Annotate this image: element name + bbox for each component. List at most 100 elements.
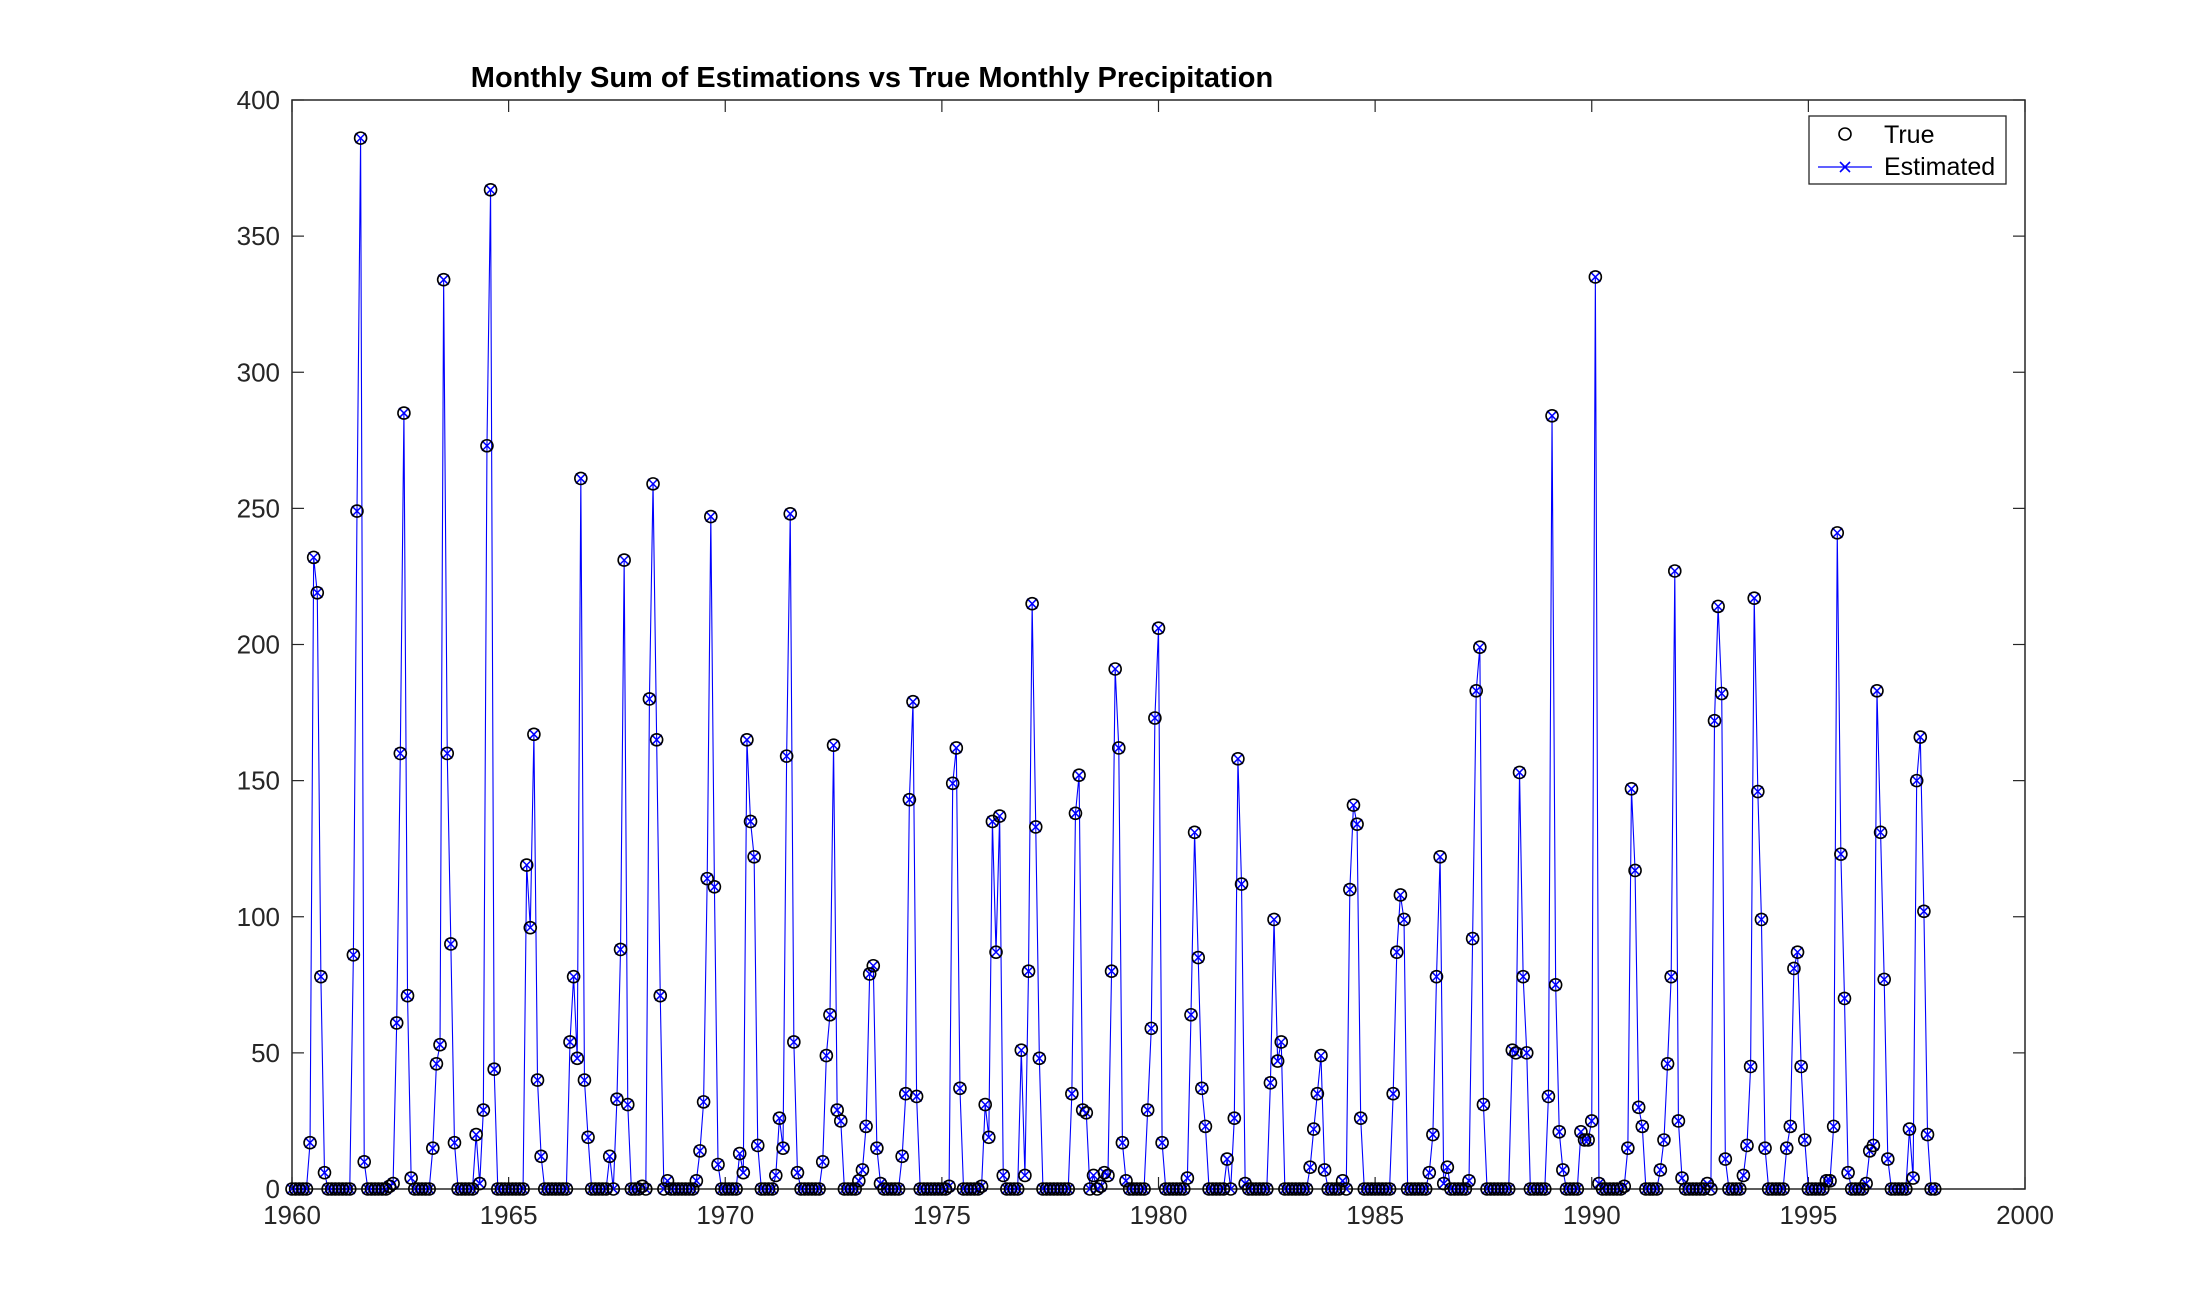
true-point [570, 1051, 585, 1066]
true-point [1559, 1182, 1574, 1196]
estimated-point [615, 943, 627, 955]
true-point [1631, 1100, 1646, 1115]
estimated-point [1625, 783, 1637, 795]
estimated-point [1795, 1060, 1807, 1073]
estimated-point [1196, 1082, 1208, 1094]
true-point [729, 1182, 743, 1196]
true-point [888, 1182, 902, 1196]
estimated-point [1340, 1183, 1352, 1195]
true-point [469, 1127, 483, 1142]
estimated-point [391, 1017, 403, 1029]
estimated-point [1181, 1172, 1193, 1184]
true-point [1025, 596, 1039, 611]
true-point [1584, 1114, 1599, 1128]
estimated-point [1315, 1050, 1327, 1062]
estimated-point [1784, 1120, 1796, 1132]
true-point [1566, 1182, 1581, 1196]
true-point [483, 183, 498, 197]
estimated-point [651, 734, 663, 746]
true-point [415, 1182, 429, 1196]
true-point [447, 1135, 462, 1150]
estimated-point [1022, 965, 1035, 977]
estimated-point [1008, 1183, 1020, 1195]
true-point [1043, 1182, 1057, 1196]
true-point [1805, 1182, 1819, 1196]
true-point [1209, 1182, 1224, 1196]
true-point [1523, 1182, 1538, 1196]
true-point [743, 814, 758, 829]
true-point [1364, 1182, 1379, 1196]
true-point [353, 131, 368, 145]
true-point [444, 937, 458, 951]
true-point [693, 1144, 707, 1158]
estimated-point [726, 1183, 739, 1195]
true-point [1519, 1046, 1534, 1060]
true-point [1021, 964, 1036, 979]
true-point [1653, 1163, 1668, 1177]
estimated-point [1387, 1088, 1399, 1100]
estimated-point [903, 794, 915, 806]
true-point [1628, 863, 1642, 878]
true-point [1819, 1174, 1834, 1188]
true-point [1447, 1182, 1462, 1196]
estimated-point [1521, 1047, 1533, 1059]
true-point [1241, 1182, 1256, 1196]
true-point [1440, 1160, 1455, 1175]
true-point [1310, 1086, 1325, 1101]
true-point [732, 1146, 747, 1161]
true-point [1104, 964, 1119, 979]
estimated-point [358, 1156, 370, 1168]
true-point [324, 1182, 339, 1196]
estimated-point [997, 1169, 1009, 1181]
true-point [1332, 1182, 1346, 1196]
true-point [516, 1182, 530, 1196]
estimated-point [1759, 1142, 1771, 1154]
true-point [1328, 1182, 1343, 1196]
true-point [1465, 931, 1480, 946]
true-point [1801, 1182, 1816, 1196]
estimated-point [434, 1039, 446, 1051]
true-point [1772, 1182, 1787, 1196]
estimated-point [911, 1090, 923, 1102]
estimated-point [1535, 1183, 1547, 1195]
estimated-point [1708, 715, 1721, 727]
estimated-point [1773, 1183, 1786, 1195]
estimated-point [1918, 905, 1930, 917]
estimated-point [1355, 1112, 1367, 1124]
true-point [1621, 1141, 1635, 1155]
true-point [909, 1089, 924, 1104]
true-point [1538, 1182, 1552, 1196]
estimated-point [1557, 1164, 1569, 1176]
true-point [602, 1149, 617, 1164]
estimated-point [297, 1183, 309, 1195]
true-point [649, 732, 664, 747]
true-point [292, 1182, 307, 1196]
true-point [953, 1081, 967, 1096]
true-point [906, 694, 920, 709]
true-point [382, 1179, 397, 1194]
estimated-point [1911, 775, 1923, 787]
estimated-point [351, 505, 363, 517]
true-point [1400, 1182, 1415, 1196]
true-point [1902, 1122, 1917, 1136]
legend-estimated-label: Estimated [1884, 153, 1995, 181]
true-point [1252, 1182, 1267, 1196]
estimated-point [1430, 971, 1443, 983]
true-point [823, 1007, 837, 1022]
true-point [1787, 961, 1801, 976]
estimated-point [398, 407, 410, 419]
estimated-point [828, 739, 840, 751]
true-point [1158, 1182, 1173, 1196]
true-point [765, 1182, 779, 1196]
legend: True Estimated [1808, 115, 2007, 185]
estimated-point [1199, 1120, 1211, 1132]
true-point [671, 1182, 686, 1196]
true-point [1740, 1138, 1754, 1153]
true-point [519, 858, 534, 872]
true-point [1646, 1182, 1660, 1196]
estimated-point [1384, 1183, 1396, 1195]
estimated-point [347, 949, 359, 961]
true-point [494, 1182, 509, 1196]
true-point [1483, 1182, 1498, 1196]
true-point [1765, 1182, 1780, 1196]
